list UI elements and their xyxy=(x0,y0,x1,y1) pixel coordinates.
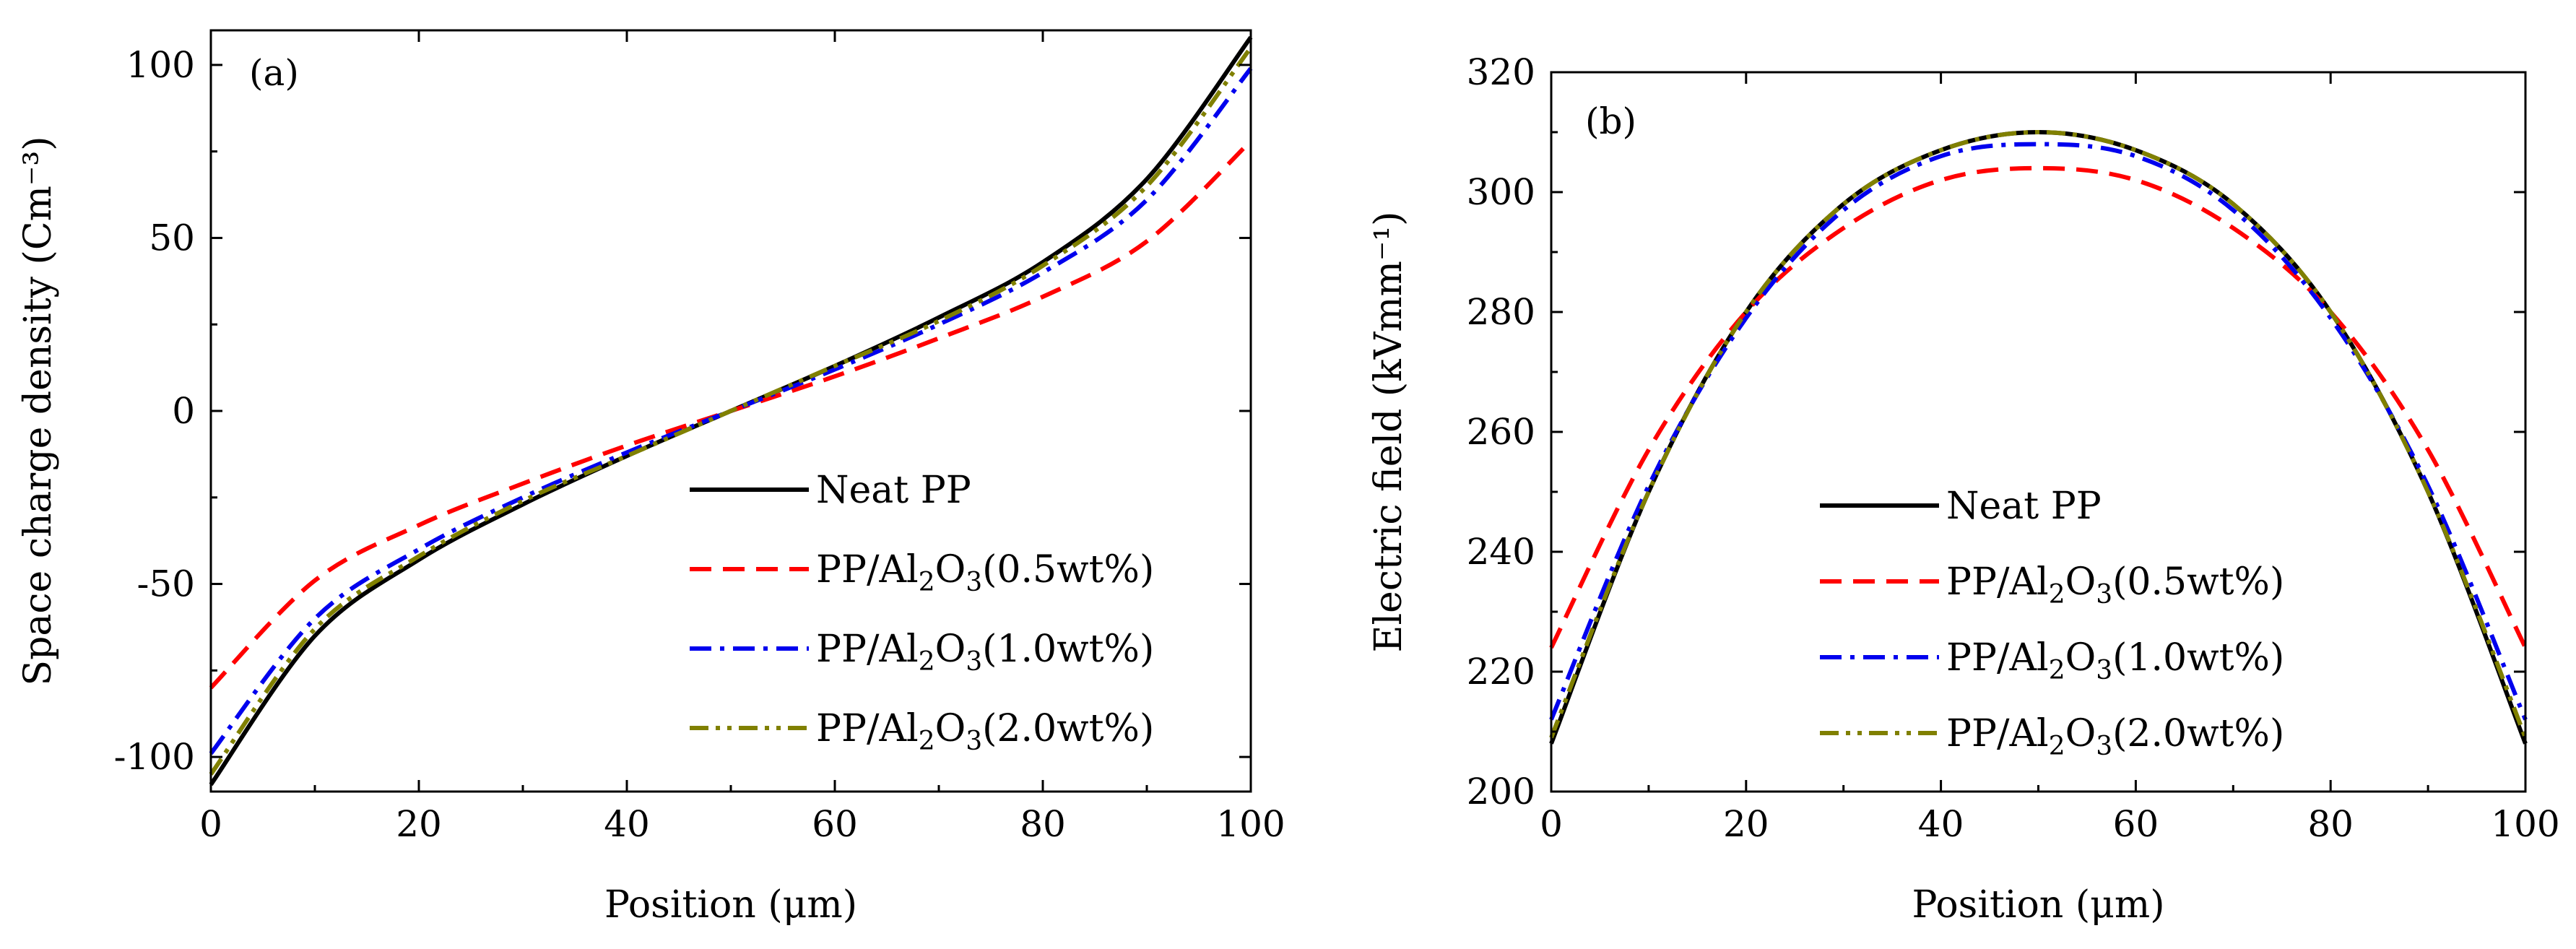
y-tick-label: -50 xyxy=(136,563,195,605)
x-tick-label: 100 xyxy=(1216,803,1285,845)
x-tick-label: 20 xyxy=(396,803,442,845)
legend-subscript: 3 xyxy=(966,568,982,597)
legend-entry: PP/Al2O3(2.0wt%) xyxy=(816,707,1154,756)
legend-entry: PP/Al2O3(0.5wt%) xyxy=(816,548,1154,597)
chart-panel-a: 0 20 40 60 80 100 -100 -50 0 50 100 Position (μm) Sp… xyxy=(17,29,1285,927)
legend-subscript: 3 xyxy=(2096,732,2112,761)
legend-text-part: PP/Al xyxy=(1946,560,2049,604)
legend-subscript: 2 xyxy=(919,647,935,677)
x-tick-label: 60 xyxy=(2113,803,2159,845)
y-tick-label: 320 xyxy=(1467,51,1535,93)
y-tick-label: 220 xyxy=(1467,651,1535,693)
legend-text-part: (0.5wt%) xyxy=(982,548,1154,592)
legend-entry: Neat PP xyxy=(816,469,971,512)
x-tick-label: 20 xyxy=(1723,803,1769,845)
legend-text-part: PP/Al xyxy=(816,707,919,750)
y-tick-label: 200 xyxy=(1467,771,1535,812)
x-tick-label: 40 xyxy=(604,803,650,845)
x-tick-label: 0 xyxy=(199,803,222,845)
x-tick-label: 80 xyxy=(1020,803,1066,845)
legend: Neat PPPP/Al2O3(0.5wt%)PP/Al2O3(1.0wt%)P… xyxy=(1820,485,2284,761)
legend-subscript: 2 xyxy=(919,568,935,597)
legend-subscript: 3 xyxy=(966,647,982,677)
legend-entry: Neat PP xyxy=(1946,485,2102,528)
y-tick-label: 240 xyxy=(1467,531,1535,573)
y-axis-title: Space charge density (Cm⁻³) xyxy=(17,136,60,685)
legend-text-part: O xyxy=(935,628,966,671)
legend-entry: PP/Al2O3(0.5wt%) xyxy=(1946,560,2284,610)
y-axis-title: Electric field (kVmm⁻¹) xyxy=(1367,212,1410,653)
legend-subscript: 2 xyxy=(2049,580,2065,610)
legend-text-part: PP/Al xyxy=(816,548,919,592)
y-tick-label: 0 xyxy=(172,390,195,432)
legend-subscript: 3 xyxy=(966,727,982,756)
legend-text-part: (1.0wt%) xyxy=(2112,636,2284,680)
series-line-2 xyxy=(1549,142,2528,721)
y-tick-label: 300 xyxy=(1467,171,1535,213)
y-tick-label: -100 xyxy=(114,736,195,778)
legend-text-part: PP/Al xyxy=(816,628,919,671)
y-tick-label: 260 xyxy=(1467,411,1535,453)
chart-panel-b: 0 20 40 60 80 100 200 220 240 260 280 300 320 Positio… xyxy=(1367,51,2560,927)
series-line-3 xyxy=(1549,129,2528,739)
legend-text-part: PP/Al xyxy=(1946,636,2049,680)
legend: Neat PPPP/Al2O3(0.5wt%)PP/Al2O3(1.0wt%)P… xyxy=(690,469,1154,756)
legend-subscript: 3 xyxy=(2096,580,2112,610)
x-tick-label: 80 xyxy=(2307,803,2354,845)
panel-label: (a) xyxy=(249,52,299,94)
legend-subscript: 2 xyxy=(2049,656,2065,685)
legend-text-part: Neat PP xyxy=(816,469,971,512)
x-tick-label: 40 xyxy=(1918,803,1964,845)
legend-subscript: 3 xyxy=(2096,656,2112,685)
x-tick-label: 60 xyxy=(812,803,858,845)
x-tick-label: 0 xyxy=(1540,803,1563,845)
legend-text-part: (0.5wt%) xyxy=(2112,560,2284,604)
legend-text-part: O xyxy=(2065,712,2096,755)
legend-subscript: 2 xyxy=(2049,732,2065,761)
legend-entry: PP/Al2O3(2.0wt%) xyxy=(1946,712,2284,761)
y-tick-label: 280 xyxy=(1467,291,1535,333)
panel-label: (b) xyxy=(1585,100,1636,142)
legend-text-part: O xyxy=(2065,560,2096,604)
legend-entry: PP/Al2O3(1.0wt%) xyxy=(816,628,1154,677)
series-line-1 xyxy=(209,139,1253,690)
legend-text-part: PP/Al xyxy=(1946,712,2049,755)
legend-text-part: O xyxy=(935,707,966,750)
y-tick-label: 100 xyxy=(126,44,195,86)
legend-text-part: O xyxy=(2065,636,2096,680)
y-tick-label: 50 xyxy=(149,217,195,259)
legend-entry: PP/Al2O3(1.0wt%) xyxy=(1946,636,2284,685)
x-tick-label: 100 xyxy=(2491,803,2559,845)
plot-frame xyxy=(1550,71,2527,793)
x-axis-title: Position (μm) xyxy=(1912,883,2164,927)
legend-text-part: O xyxy=(935,548,966,592)
legend-text-part: (2.0wt%) xyxy=(982,707,1154,750)
legend-text-part: (1.0wt%) xyxy=(982,628,1154,671)
legend-text-part: (2.0wt%) xyxy=(2112,712,2284,755)
x-axis-title: Position (μm) xyxy=(604,883,857,927)
legend-subscript: 2 xyxy=(919,727,935,756)
legend-text-part: Neat PP xyxy=(1946,485,2102,528)
series-line-3 xyxy=(209,46,1253,776)
